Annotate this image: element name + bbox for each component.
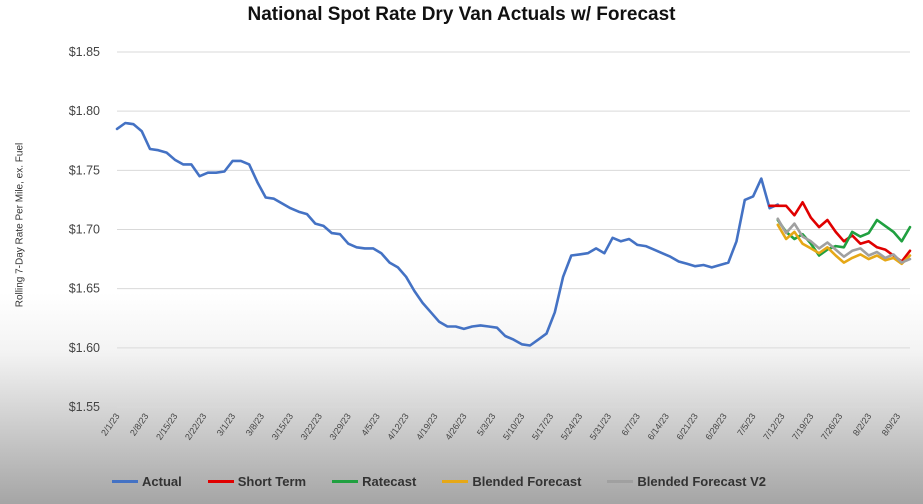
x-tick-label: 8/9/23 — [880, 411, 903, 437]
x-tick-label: 4/26/23 — [443, 411, 468, 441]
x-tick-label: 2/22/23 — [183, 411, 208, 441]
x-tick-label: 6/21/23 — [674, 411, 699, 441]
legend-swatch — [112, 480, 138, 483]
y-tick-label: $1.60 — [69, 341, 100, 355]
x-tick-label: 2/15/23 — [154, 411, 179, 441]
y-tick-label: $1.80 — [69, 104, 100, 118]
legend-label: Ratecast — [362, 474, 417, 489]
x-tick-label: 5/24/23 — [559, 411, 584, 441]
x-axis-ticks: 2/1/23 2/8/23 2/15/23 2/22/23 3/1/23 3/8/23 3/… — [99, 411, 902, 441]
x-tick-label: 4/19/23 — [414, 411, 439, 441]
plot-area: $1.55 $1.60 $1.65 $1.70 $1.75 $1.80 $1.85 2/1/… — [69, 45, 912, 442]
y-tick-label: $1.85 — [69, 45, 100, 59]
legend-swatch — [442, 480, 469, 483]
legend-swatch — [207, 480, 234, 483]
x-tick-label: 7/19/23 — [790, 411, 815, 441]
legend-item: Actual — [112, 474, 182, 489]
legend-label: Blended Forecast V2 — [637, 474, 767, 489]
series-line-actual — [115, 121, 780, 347]
legend-swatch — [607, 480, 634, 483]
x-tick-label: 7/26/23 — [819, 411, 844, 441]
gridlines — [117, 51, 910, 408]
x-tick-label: 2/8/23 — [128, 411, 151, 437]
x-tick-label: 3/8/23 — [244, 411, 267, 437]
x-tick-label: 5/17/23 — [530, 411, 555, 441]
y-tick-label: $1.75 — [69, 163, 100, 177]
x-tick-label: 3/29/23 — [328, 411, 353, 441]
x-tick-label: 8/2/23 — [851, 411, 874, 437]
x-tick-label: 7/12/23 — [761, 411, 786, 441]
series-lines — [115, 121, 912, 347]
chart-title: National Spot Rate Dry Van Actuals w/ Fo… — [247, 4, 676, 25]
y-tick-label: $1.65 — [69, 282, 100, 296]
series-line-blended-forecast-v2 — [776, 217, 912, 264]
x-tick-label: 4/12/23 — [385, 411, 410, 441]
x-tick-label: 3/22/23 — [299, 411, 324, 441]
y-tick-label: $1.70 — [69, 223, 100, 237]
x-tick-label: 5/3/23 — [475, 411, 498, 437]
legend-item: Blended Forecast V2 — [607, 474, 766, 489]
x-tick-label: 2/1/23 — [99, 411, 122, 437]
legend-label: Actual — [142, 474, 182, 489]
x-tick-label: 4/5/23 — [359, 411, 382, 437]
legend-item: Blended Forecast — [442, 474, 581, 489]
legend-label: Short Term — [237, 474, 307, 489]
x-tick-label: 7/5/23 — [735, 411, 758, 437]
legend-label: Blended Forecast — [472, 474, 582, 489]
x-tick-label: 5/31/23 — [588, 411, 613, 441]
legend-item: Short Term — [207, 474, 307, 489]
series-line-ratecast — [776, 218, 912, 257]
x-tick-label: 6/14/23 — [646, 411, 671, 441]
series-line-short-term — [768, 201, 912, 263]
y-axis-ticks: $1.55 $1.60 $1.65 $1.70 $1.75 $1.80 $1.85 — [69, 45, 100, 414]
series-line-blended-forecast — [776, 223, 912, 266]
y-tick-label: $1.55 — [69, 400, 100, 414]
x-tick-label: 6/7/23 — [619, 411, 642, 437]
x-tick-label: 3/15/23 — [270, 411, 295, 441]
x-tick-label: 5/10/23 — [501, 411, 526, 441]
legend-swatch — [332, 480, 359, 483]
legend: Actual Short Term Ratecast Blended Forecast… — [112, 474, 766, 489]
x-tick-label: 6/28/23 — [703, 411, 728, 441]
legend-item: Ratecast — [332, 474, 416, 489]
x-tick-label: 3/1/23 — [215, 411, 238, 437]
